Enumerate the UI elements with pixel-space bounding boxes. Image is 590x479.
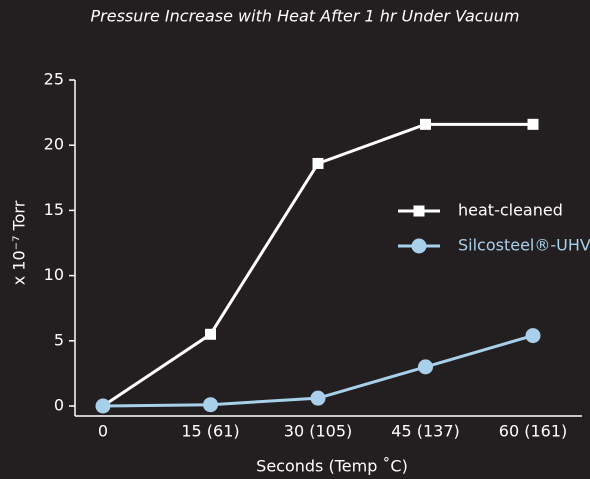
y-tick-label: 20: [44, 135, 64, 154]
chart-title: Pressure Increase with Heat After 1 hr U…: [91, 7, 520, 26]
data-point: [203, 397, 218, 413]
legend-label: Silcosteel®-UHV: [458, 236, 590, 255]
data-point: [312, 157, 324, 169]
data-point: [525, 328, 541, 344]
x-tick-label: 0: [98, 422, 108, 441]
y-tick-label: 15: [44, 200, 64, 219]
x-tick-label: 45 (137): [391, 422, 459, 441]
x-axis-label: Seconds (Temp ˚C): [256, 457, 408, 476]
legend-marker: [413, 205, 425, 217]
data-point: [420, 118, 431, 130]
data-point: [95, 398, 111, 414]
legend-marker: [411, 238, 427, 254]
y-tick-label: 0: [54, 396, 64, 415]
data-point: [205, 328, 216, 340]
x-tick-label: 15 (61): [181, 422, 239, 441]
y-axis-label: x 10⁻⁷ Torr: [10, 200, 29, 285]
y-tick-label: 25: [44, 70, 64, 89]
data-point: [310, 390, 326, 406]
data-point: [418, 359, 433, 375]
y-tick-label: 10: [44, 265, 64, 284]
x-tick-label: 30 (105): [284, 422, 352, 441]
x-tick-label: 60 (161): [499, 422, 567, 441]
legend-label: heat-cleaned: [458, 201, 563, 220]
y-tick-label: 5: [54, 330, 64, 349]
data-point: [527, 118, 539, 130]
